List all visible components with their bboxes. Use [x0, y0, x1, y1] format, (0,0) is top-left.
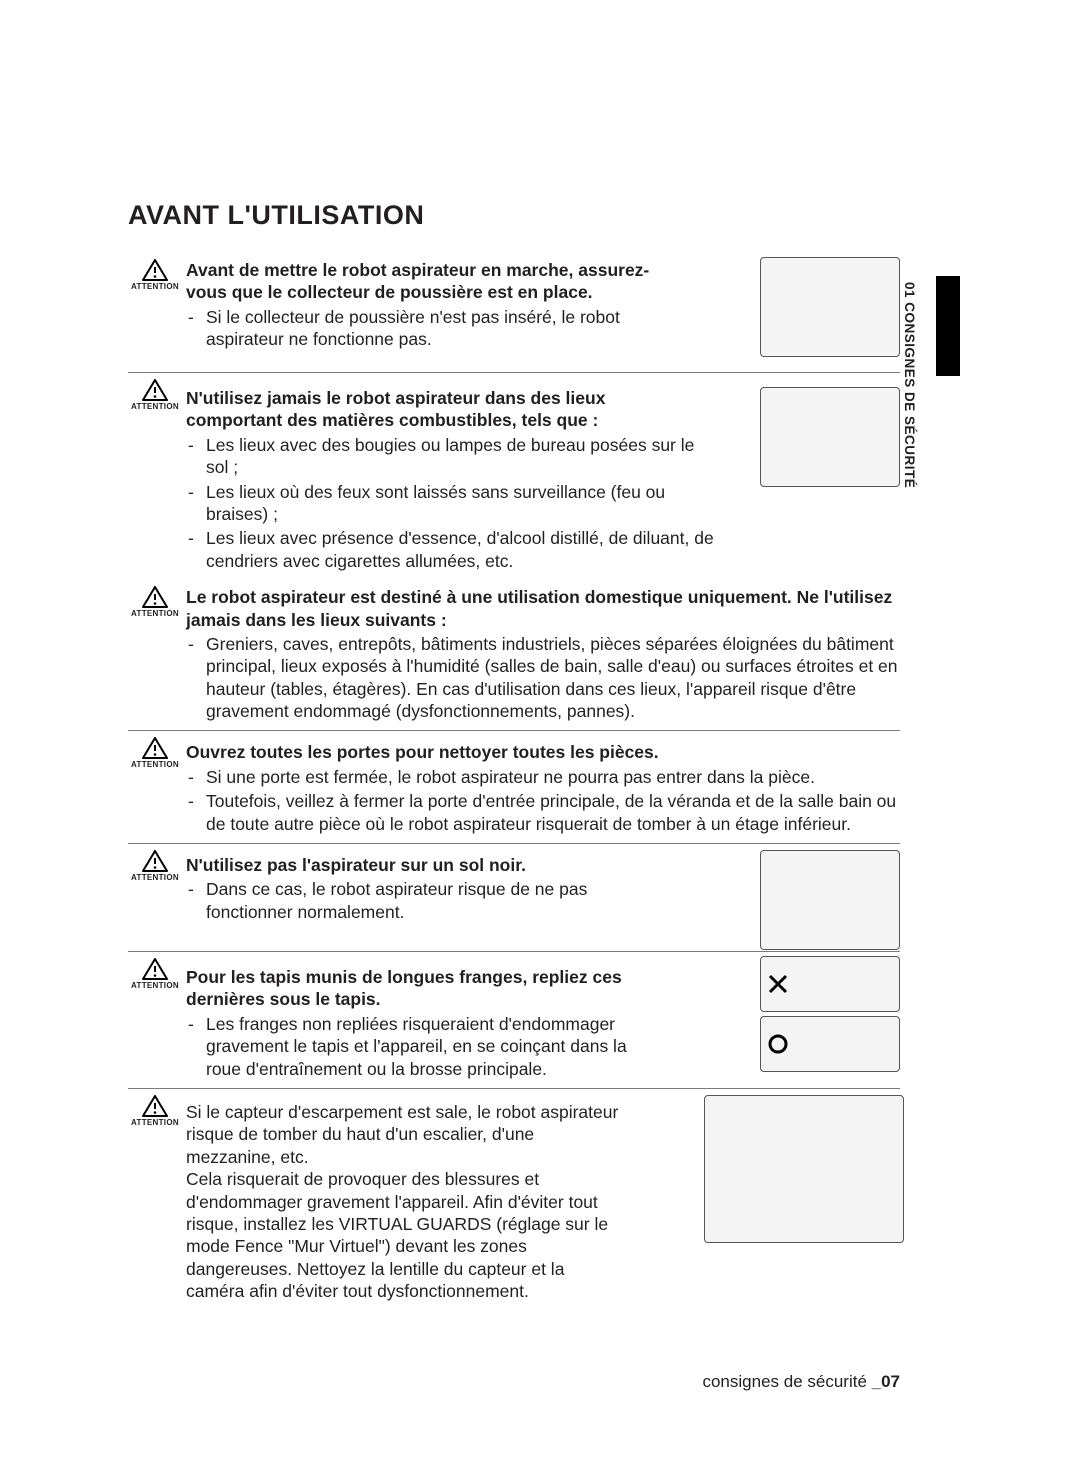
item-list: Les lieux avec des bougies ou lampes de … [186, 434, 716, 572]
list-item: Toutefois, veillez à fermer la porte d'e… [206, 790, 900, 835]
side-tab: 01 CONSIGNES DE SÉCURITÉ [902, 282, 930, 532]
list-item: Si le collecteur de poussière n'est pas … [206, 306, 656, 351]
illustration [704, 1095, 904, 1243]
attention-icon: ATTENTION [128, 379, 182, 411]
section-black-floor: ATTENTION N'utilisez pas l'aspirateur su… [128, 844, 900, 952]
illustration [760, 387, 900, 487]
section-heading: Avant de mettre le robot aspirateur en m… [186, 259, 656, 304]
item-list: Si une porte est fermée, le robot aspira… [186, 766, 900, 835]
paragraph: Si le capteur d'escarpement est sale, le… [186, 1101, 626, 1168]
list-item: Greniers, caves, entrepôts, bâtiments in… [206, 633, 900, 723]
attention-icon: ATTENTION [128, 1095, 182, 1127]
section-heading: N'utilisez pas l'aspirateur sur un sol n… [186, 854, 656, 876]
section-dust-collector: ATTENTION Avant de mettre le robot aspir… [128, 253, 900, 373]
attention-label: ATTENTION [128, 402, 182, 411]
item-list: Greniers, caves, entrepôts, bâtiments in… [186, 633, 900, 723]
page: 01 CONSIGNES DE SÉCURITÉ AVANT L'UTILISA… [0, 0, 1080, 1472]
section-heading: Ouvrez toutes les portes pour nettoyer t… [186, 741, 900, 763]
footer: consignes de sécurité _07 [702, 1372, 900, 1392]
section-heading: Pour les tapis munis de longues franges,… [186, 966, 664, 1011]
attention-label: ATTENTION [128, 282, 182, 291]
attention-label: ATTENTION [128, 981, 182, 990]
paragraph: Cela risquerait de provoquer des blessur… [186, 1168, 626, 1302]
footer-text: consignes de sécurité [702, 1372, 871, 1391]
attention-label: ATTENTION [128, 609, 182, 618]
illustration [760, 257, 900, 357]
list-item: Les lieux où des feux sont laissés sans … [206, 481, 716, 526]
section-heading: N'utilisez jamais le robot aspirateur da… [186, 387, 664, 432]
attention-label: ATTENTION [128, 873, 182, 882]
attention-icon: ATTENTION [128, 586, 182, 618]
page-title: AVANT L'UTILISATION [128, 200, 900, 231]
illustration [760, 850, 900, 950]
item-list: Les franges non repliées risqueraient d'… [186, 1013, 664, 1080]
illustration [760, 956, 900, 1072]
attention-label: ATTENTION [128, 760, 182, 769]
item-list: Si le collecteur de poussière n'est pas … [186, 306, 656, 351]
list-item: Dans ce cas, le robot aspirateur risque … [206, 878, 656, 923]
side-tab-stripe [936, 276, 960, 376]
attention-label: ATTENTION [128, 1118, 182, 1127]
section-combustibles: ATTENTION N'utilisez jamais le robot asp… [128, 373, 900, 580]
list-item: Si une porte est fermée, le robot aspira… [206, 766, 900, 788]
attention-icon: ATTENTION [128, 958, 182, 990]
list-item: Les franges non repliées risqueraient d'… [206, 1013, 664, 1080]
list-item: Les lieux avec présence d'essence, d'alc… [206, 527, 716, 572]
item-list: Dans ce cas, le robot aspirateur risque … [186, 878, 656, 923]
page-number: _07 [872, 1372, 900, 1391]
side-tab-label: 01 CONSIGNES DE SÉCURITÉ [902, 282, 917, 488]
section-cliff-sensor: ATTENTION Si le capteur d'escarpement es… [128, 1089, 900, 1311]
attention-icon: ATTENTION [128, 850, 182, 882]
section-open-doors: ATTENTION Ouvrez toutes les portes pour … [128, 731, 900, 844]
attention-icon: ATTENTION [128, 737, 182, 769]
list-item: Les lieux avec des bougies ou lampes de … [206, 434, 716, 479]
section-domestic-only: ATTENTION Le robot aspirateur est destin… [128, 580, 900, 731]
section-carpet-fringes: ATTENTION Pour les tapis munis de longue… [128, 952, 900, 1089]
section-heading: Le robot aspirateur est destiné à une ut… [186, 586, 900, 631]
attention-icon: ATTENTION [128, 259, 182, 291]
